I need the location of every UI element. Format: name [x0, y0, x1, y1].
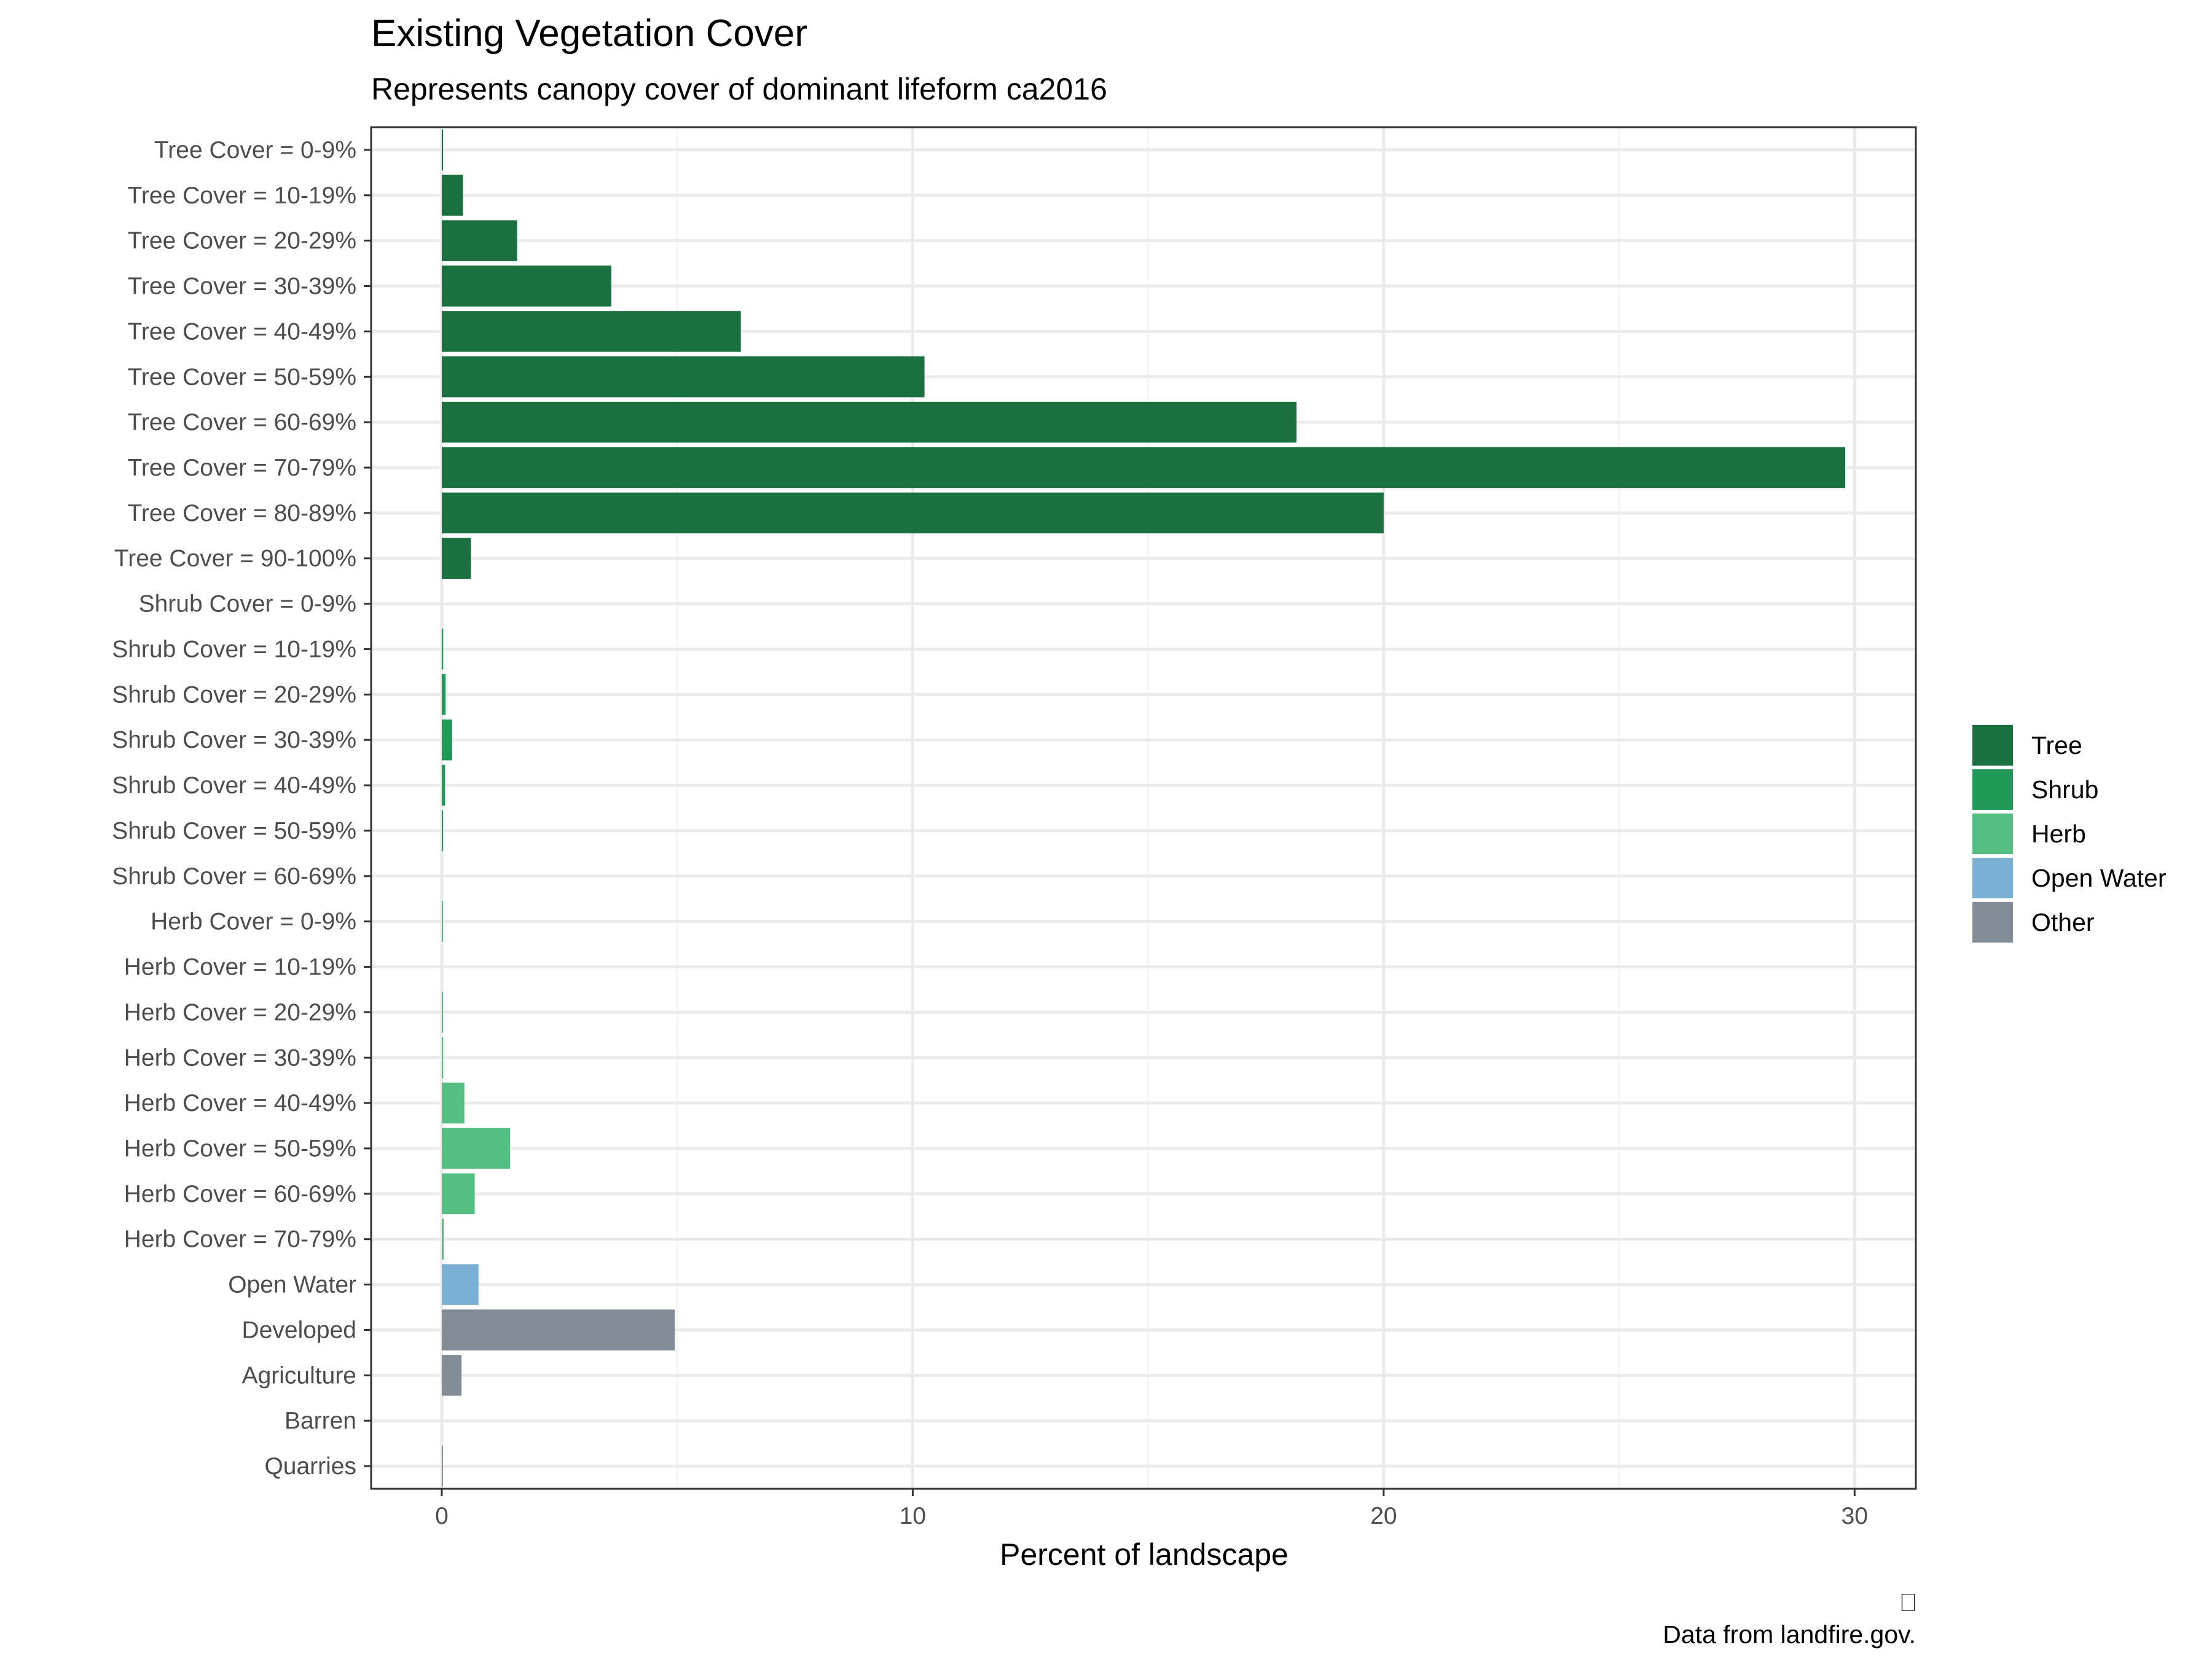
bar — [441, 538, 471, 579]
legend-key — [1972, 814, 2013, 854]
y-tick-label: Shrub Cover = 60-69% — [112, 863, 356, 890]
x-tick-label: 20 — [1370, 1503, 1397, 1529]
bar — [441, 1128, 511, 1169]
bar — [441, 1037, 444, 1078]
bar — [441, 1218, 444, 1260]
y-tick-label: Herb Cover = 10-19% — [124, 954, 356, 981]
y-tick-label: Developed — [242, 1317, 356, 1343]
y-tick-label: Herb Cover = 30-39% — [124, 1045, 356, 1071]
legend-label: Shrub — [2031, 775, 2098, 804]
bar — [441, 719, 452, 761]
bar — [441, 674, 446, 715]
chart-title: Existing Vegetation Cover — [371, 12, 807, 55]
bar — [441, 220, 517, 261]
y-tick-label: Tree Cover = 10-19% — [128, 182, 356, 209]
y-tick-label: Shrub Cover = 20-29% — [112, 681, 356, 708]
y-tick-label: Herb Cover = 50-59% — [124, 1135, 356, 1162]
bar — [441, 492, 1384, 534]
y-tick-label: Herb Cover = 40-49% — [124, 1090, 356, 1116]
bar — [441, 447, 1846, 488]
panel-border — [370, 126, 1917, 1490]
bar — [441, 311, 741, 352]
y-tick-label: Shrub Cover = 30-39% — [112, 727, 356, 753]
bar — [441, 356, 925, 398]
chart-subtitle: Represents canopy cover of dominant life… — [371, 72, 1107, 106]
y-tick-label: Tree Cover = 50-59% — [128, 364, 356, 390]
bar — [441, 1309, 675, 1351]
y-tick-label: Barren — [284, 1408, 356, 1434]
legend-label: Other — [2031, 908, 2095, 936]
legend-key — [1972, 858, 2013, 898]
bar — [441, 764, 445, 806]
panel-background — [371, 127, 1916, 1489]
y-tick-label: Herb Cover = 60-69% — [124, 1181, 356, 1207]
bar — [441, 401, 1297, 443]
y-tick-label: Herb Cover = 70-79% — [124, 1226, 356, 1253]
bar — [441, 1082, 465, 1124]
y-tick-label: Shrub Cover = 0-9% — [139, 591, 356, 618]
legend-key — [1972, 902, 2013, 943]
x-axis-label: Percent of landscape — [1000, 1537, 1288, 1572]
bar — [441, 629, 444, 670]
bar — [441, 992, 443, 1033]
bar — [441, 1173, 475, 1215]
y-tick-label: Tree Cover = 0-9% — [154, 137, 356, 163]
legend-label: Open Water — [2031, 864, 2167, 892]
y-tick-label: Tree Cover = 80-89% — [128, 500, 356, 527]
plot-area: Tree Cover = 0-9% Tree Cover = 10-19% Tree… — [112, 126, 1917, 1529]
y-tick-label: Tree Cover = 30-39% — [128, 273, 356, 300]
bar — [441, 901, 443, 942]
legend-label: Tree — [2031, 731, 2082, 759]
y-tick-label: Shrub Cover = 10-19% — [112, 636, 356, 662]
x-tick-label: 10 — [900, 1503, 926, 1529]
y-tick-label: Shrub Cover = 40-49% — [112, 772, 356, 799]
legend-key — [1972, 769, 2013, 810]
y-tick-label: Tree Cover = 70-79% — [128, 455, 356, 481]
legend: Tree Shrub Herb Open Water Other — [1972, 725, 2167, 943]
y-tick-label: Herb Cover = 20-29% — [124, 999, 356, 1026]
y-tick-label: Quarries — [264, 1453, 356, 1480]
bar — [441, 1264, 479, 1305]
y-tick-label: Tree Cover = 20-29% — [128, 228, 356, 254]
x-tick-label: 0 — [435, 1503, 449, 1529]
bar — [441, 1355, 462, 1396]
y-tick-label: Agriculture — [242, 1362, 356, 1389]
bar — [441, 175, 463, 216]
caption-glyph: ⎕ — [1900, 1588, 1916, 1617]
x-tick-label: 30 — [1841, 1503, 1868, 1529]
y-tick-label: Tree Cover = 40-49% — [128, 318, 356, 345]
y-tick-label: Herb Cover = 0-9% — [151, 909, 356, 935]
legend-key — [1972, 725, 2013, 766]
bar — [441, 129, 443, 171]
legend-label: Herb — [2031, 820, 2086, 848]
y-tick-label: Shrub Cover = 50-59% — [112, 818, 356, 844]
bar — [441, 265, 611, 307]
y-tick-label: Tree Cover = 60-69% — [128, 409, 356, 436]
bar — [441, 1445, 443, 1487]
y-tick-label: Open Water — [228, 1272, 356, 1298]
y-tick-label: Tree Cover = 90-100% — [114, 546, 356, 572]
bar — [441, 810, 443, 852]
caption: Data from landfire.gov. — [1663, 1620, 1916, 1649]
